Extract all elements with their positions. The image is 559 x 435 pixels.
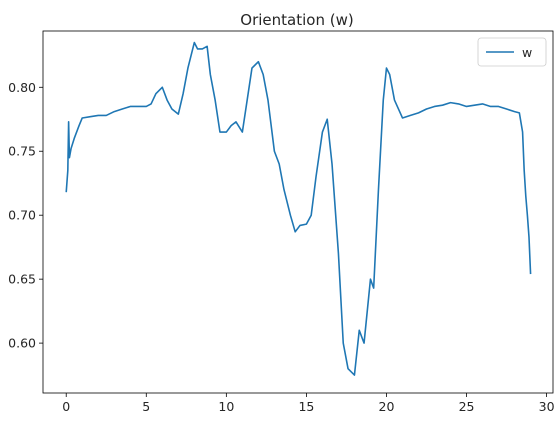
- x-tick-label: 30: [539, 399, 555, 414]
- chart-title: Orientation (w): [240, 11, 353, 29]
- x-tick-label: 5: [142, 399, 150, 414]
- x-tick-label: 0: [62, 399, 70, 414]
- series-line-w: [65, 41, 532, 376]
- y-tick-label: 0.80: [8, 80, 36, 95]
- x-tick-label: 20: [379, 399, 395, 414]
- y-tick-label: 0.60: [8, 336, 36, 351]
- x-axis: 0 5 10 15 20 25 30: [62, 393, 555, 414]
- y-tick-label: 0.75: [8, 144, 36, 159]
- y-tick-label: 0.65: [8, 272, 36, 287]
- legend: w: [477, 37, 547, 67]
- axes-frame: [42, 30, 554, 394]
- plot-area: [65, 41, 532, 376]
- y-axis: 0.60 0.65 0.70 0.75 0.80: [8, 80, 43, 351]
- x-tick-label: 25: [459, 399, 475, 414]
- x-tick-label: 10: [218, 399, 234, 414]
- x-tick-label: 15: [298, 399, 314, 414]
- legend-label-w: w: [522, 45, 532, 60]
- y-tick-label: 0.70: [8, 208, 36, 223]
